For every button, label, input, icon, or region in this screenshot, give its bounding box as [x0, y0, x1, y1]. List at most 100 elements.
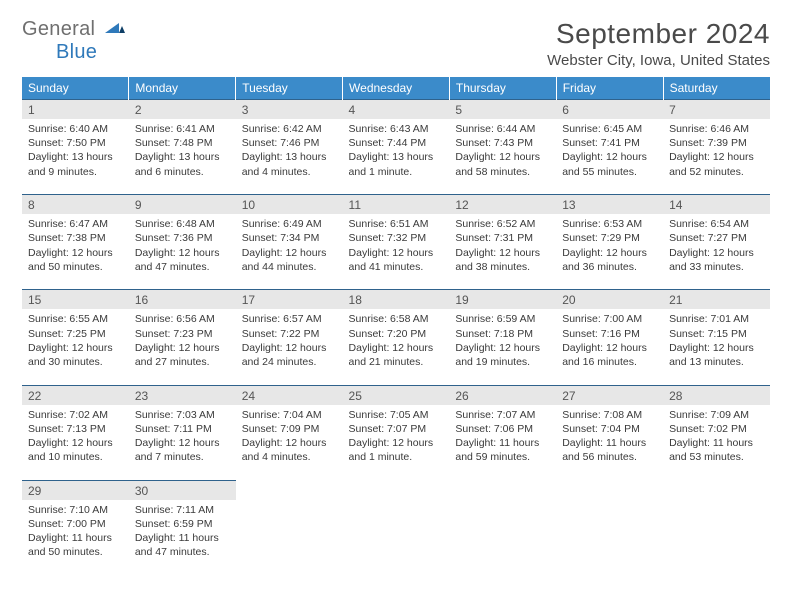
sunset-text: Sunset: 7:22 PM	[242, 327, 337, 341]
day-number: 5	[449, 100, 556, 120]
day-detail: Sunrise: 6:56 AMSunset: 7:23 PMDaylight:…	[129, 309, 236, 375]
day-number: 23	[129, 385, 236, 405]
daylight-text: Daylight: 12 hours and 58 minutes.	[455, 150, 550, 178]
daylight-text: Daylight: 12 hours and 4 minutes.	[242, 436, 337, 464]
day-detail: Sunrise: 7:09 AMSunset: 7:02 PMDaylight:…	[663, 405, 770, 471]
sunrise-text: Sunrise: 7:04 AM	[242, 408, 337, 422]
day-detail: Sunrise: 6:43 AMSunset: 7:44 PMDaylight:…	[343, 119, 450, 185]
day-header-row: Sunday Monday Tuesday Wednesday Thursday…	[22, 77, 770, 100]
sunrise-text: Sunrise: 6:56 AM	[135, 312, 230, 326]
day-detail: Sunrise: 7:01 AMSunset: 7:15 PMDaylight:…	[663, 309, 770, 375]
daylight-text: Daylight: 13 hours and 4 minutes.	[242, 150, 337, 178]
day-detail: Sunrise: 6:42 AMSunset: 7:46 PMDaylight:…	[236, 119, 343, 185]
sunrise-text: Sunrise: 7:00 AM	[562, 312, 657, 326]
day-detail: Sunrise: 6:47 AMSunset: 7:38 PMDaylight:…	[22, 214, 129, 280]
day-number: 14	[663, 195, 770, 215]
sunset-text: Sunset: 7:50 PM	[28, 136, 123, 150]
title-block: September 2024 Webster City, Iowa, Unite…	[547, 18, 770, 69]
sunset-text: Sunset: 6:59 PM	[135, 517, 230, 531]
day-detail: Sunrise: 7:03 AMSunset: 7:11 PMDaylight:…	[129, 405, 236, 471]
day-detail: Sunrise: 6:52 AMSunset: 7:31 PMDaylight:…	[449, 214, 556, 280]
sunset-text: Sunset: 7:04 PM	[562, 422, 657, 436]
day-detail: Sunrise: 6:53 AMSunset: 7:29 PMDaylight:…	[556, 214, 663, 280]
daylight-text: Daylight: 12 hours and 27 minutes.	[135, 341, 230, 369]
day-detail: Sunrise: 7:05 AMSunset: 7:07 PMDaylight:…	[343, 405, 450, 471]
day-detail	[556, 500, 663, 566]
week-separator	[22, 280, 770, 290]
day-number-row: 22232425262728	[22, 385, 770, 405]
daylight-text: Daylight: 12 hours and 24 minutes.	[242, 341, 337, 369]
sunrise-text: Sunrise: 6:40 AM	[28, 122, 123, 136]
day-detail-row: Sunrise: 7:02 AMSunset: 7:13 PMDaylight:…	[22, 405, 770, 471]
day-number-row: 2930	[22, 480, 770, 500]
sunset-text: Sunset: 7:38 PM	[28, 231, 123, 245]
sunset-text: Sunset: 7:32 PM	[349, 231, 444, 245]
sunset-text: Sunset: 7:16 PM	[562, 327, 657, 341]
sunrise-text: Sunrise: 7:03 AM	[135, 408, 230, 422]
sunrise-text: Sunrise: 6:55 AM	[28, 312, 123, 326]
day-number: 3	[236, 100, 343, 120]
sunset-text: Sunset: 7:31 PM	[455, 231, 550, 245]
sunset-text: Sunset: 7:20 PM	[349, 327, 444, 341]
day-detail: Sunrise: 6:59 AMSunset: 7:18 PMDaylight:…	[449, 309, 556, 375]
day-number	[236, 480, 343, 500]
sunset-text: Sunset: 7:43 PM	[455, 136, 550, 150]
daylight-text: Daylight: 12 hours and 13 minutes.	[669, 341, 764, 369]
logo-word-2: Blue	[22, 41, 97, 63]
day-number: 26	[449, 385, 556, 405]
day-header: Sunday	[22, 77, 129, 100]
sunrise-text: Sunrise: 6:58 AM	[349, 312, 444, 326]
day-detail: Sunrise: 6:49 AMSunset: 7:34 PMDaylight:…	[236, 214, 343, 280]
daylight-text: Daylight: 12 hours and 47 minutes.	[135, 246, 230, 274]
sunset-text: Sunset: 7:46 PM	[242, 136, 337, 150]
day-number: 21	[663, 290, 770, 310]
logo-flag-icon	[105, 18, 125, 40]
daylight-text: Daylight: 12 hours and 50 minutes.	[28, 246, 123, 274]
daylight-text: Daylight: 12 hours and 1 minute.	[349, 436, 444, 464]
sunset-text: Sunset: 7:15 PM	[669, 327, 764, 341]
sunset-text: Sunset: 7:09 PM	[242, 422, 337, 436]
day-detail	[663, 500, 770, 566]
daylight-text: Daylight: 11 hours and 50 minutes.	[28, 531, 123, 559]
day-detail: Sunrise: 6:40 AMSunset: 7:50 PMDaylight:…	[22, 119, 129, 185]
day-detail: Sunrise: 7:07 AMSunset: 7:06 PMDaylight:…	[449, 405, 556, 471]
sunset-text: Sunset: 7:39 PM	[669, 136, 764, 150]
location: Webster City, Iowa, United States	[547, 52, 770, 69]
day-header: Monday	[129, 77, 236, 100]
sunrise-text: Sunrise: 6:47 AM	[28, 217, 123, 231]
daylight-text: Daylight: 12 hours and 10 minutes.	[28, 436, 123, 464]
day-number: 22	[22, 385, 129, 405]
day-detail: Sunrise: 6:54 AMSunset: 7:27 PMDaylight:…	[663, 214, 770, 280]
day-number	[663, 480, 770, 500]
week-separator	[22, 375, 770, 385]
daylight-text: Daylight: 12 hours and 30 minutes.	[28, 341, 123, 369]
daylight-text: Daylight: 12 hours and 38 minutes.	[455, 246, 550, 274]
day-number: 25	[343, 385, 450, 405]
sunrise-text: Sunrise: 7:01 AM	[669, 312, 764, 326]
day-number: 29	[22, 480, 129, 500]
day-detail: Sunrise: 7:11 AMSunset: 6:59 PMDaylight:…	[129, 500, 236, 566]
day-detail-row: Sunrise: 6:55 AMSunset: 7:25 PMDaylight:…	[22, 309, 770, 375]
day-number-row: 891011121314	[22, 195, 770, 215]
day-number: 16	[129, 290, 236, 310]
day-detail-row: Sunrise: 6:47 AMSunset: 7:38 PMDaylight:…	[22, 214, 770, 280]
sunset-text: Sunset: 7:13 PM	[28, 422, 123, 436]
day-header: Saturday	[663, 77, 770, 100]
day-number: 9	[129, 195, 236, 215]
daylight-text: Daylight: 12 hours and 7 minutes.	[135, 436, 230, 464]
daylight-text: Daylight: 12 hours and 52 minutes.	[669, 150, 764, 178]
sunrise-text: Sunrise: 6:44 AM	[455, 122, 550, 136]
sunrise-text: Sunrise: 6:57 AM	[242, 312, 337, 326]
day-header: Friday	[556, 77, 663, 100]
sunrise-text: Sunrise: 6:43 AM	[349, 122, 444, 136]
sunrise-text: Sunrise: 7:05 AM	[349, 408, 444, 422]
day-number: 19	[449, 290, 556, 310]
daylight-text: Daylight: 12 hours and 36 minutes.	[562, 246, 657, 274]
sunrise-text: Sunrise: 6:53 AM	[562, 217, 657, 231]
day-number: 15	[22, 290, 129, 310]
sunrise-text: Sunrise: 6:42 AM	[242, 122, 337, 136]
day-number: 11	[343, 195, 450, 215]
daylight-text: Daylight: 12 hours and 44 minutes.	[242, 246, 337, 274]
daylight-text: Daylight: 12 hours and 33 minutes.	[669, 246, 764, 274]
daylight-text: Daylight: 12 hours and 19 minutes.	[455, 341, 550, 369]
